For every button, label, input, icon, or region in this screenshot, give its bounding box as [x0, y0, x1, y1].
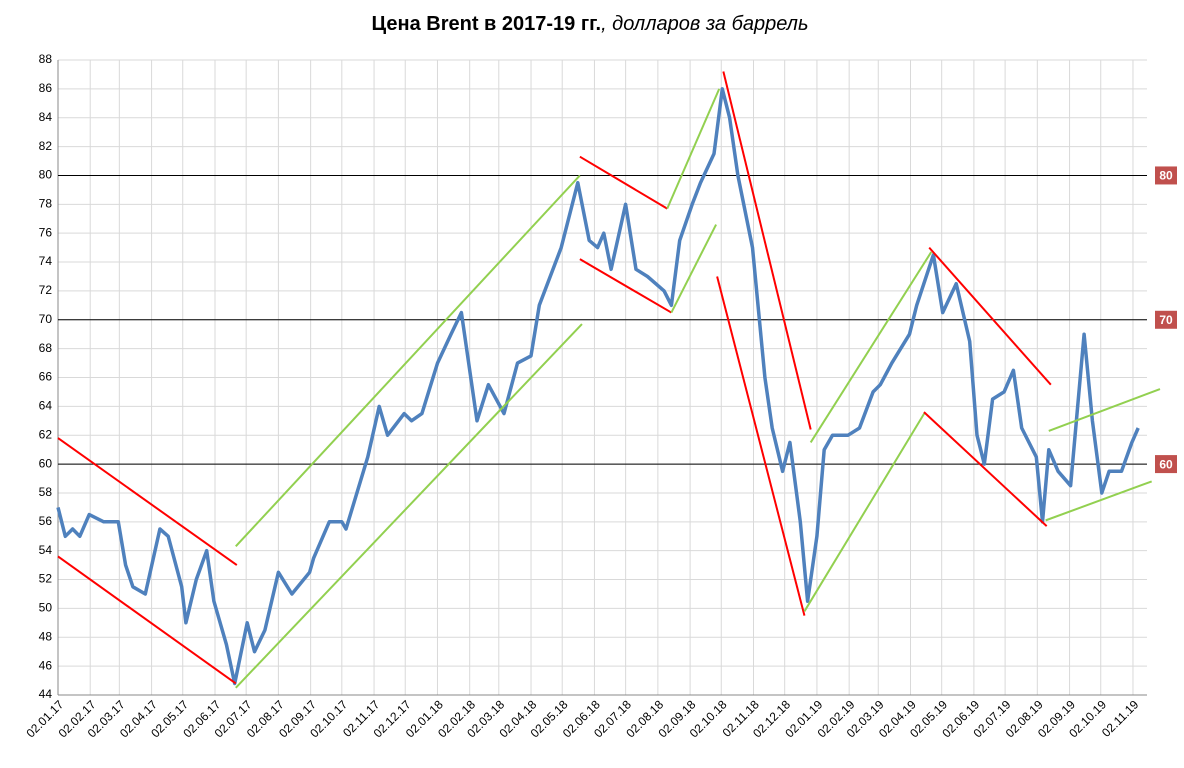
subtitle: , долларов за баррель: [601, 13, 808, 35]
reference-label-box: [1155, 310, 1177, 329]
trend-line: [57, 555, 237, 685]
y-tick-label: 86: [39, 81, 53, 95]
trend-line: [722, 71, 812, 430]
reference-label-box: [1155, 166, 1177, 185]
y-tick-label: 64: [39, 399, 53, 413]
y-tick-label: 82: [39, 139, 53, 153]
y-tick-label: 50: [39, 601, 53, 615]
y-tick-label: 62: [39, 427, 53, 441]
trend-line: [716, 276, 806, 616]
y-tick-label: 52: [39, 572, 53, 586]
y-tick-label: 74: [39, 254, 53, 268]
y-tick-label: 66: [39, 370, 53, 384]
trend-line: [666, 88, 721, 210]
reference-label-box: [1155, 455, 1177, 474]
trend-line: [579, 258, 672, 314]
trend-line: [579, 155, 668, 210]
y-tick-label: 54: [39, 543, 53, 557]
chart-title: Цена Brent в 2017-19 гг., долларов за ба…: [372, 13, 809, 35]
x-tick-label: 02.11.19: [1099, 697, 1142, 740]
trend-line: [235, 174, 581, 548]
y-tick-label: 48: [39, 629, 53, 643]
y-tick-label: 76: [39, 225, 53, 239]
y-tick-label: 84: [39, 110, 53, 124]
y-tick-label: 78: [39, 196, 53, 210]
trend-line: [235, 323, 583, 689]
y-tick-label: 56: [39, 514, 53, 528]
trend-line: [928, 246, 1052, 386]
y-tick-label: 80: [39, 168, 53, 182]
trend-line: [809, 251, 933, 443]
y-tick-label: 60: [39, 456, 53, 470]
trend-line: [670, 224, 717, 314]
y-tick-label: 72: [39, 283, 53, 297]
trend-line: [923, 411, 1048, 527]
y-tick-label: 70: [39, 312, 53, 326]
y-tick-label: 68: [39, 341, 53, 355]
y-tick-label: 46: [39, 658, 53, 672]
title: Цена Brent в 2017-19 гг.: [372, 13, 602, 35]
reference-label: 60: [1159, 457, 1173, 471]
reference-label: 80: [1159, 169, 1173, 183]
reference-label: 70: [1159, 313, 1173, 327]
y-tick-label: 58: [39, 485, 53, 499]
trend-line: [803, 411, 926, 612]
trend-line: [57, 437, 238, 566]
y-tick-label: 44: [39, 687, 53, 701]
y-tick-label: 88: [39, 52, 53, 66]
trend-line: [1048, 388, 1161, 432]
price-line: [56, 87, 1140, 686]
trend-line: [1045, 480, 1153, 522]
